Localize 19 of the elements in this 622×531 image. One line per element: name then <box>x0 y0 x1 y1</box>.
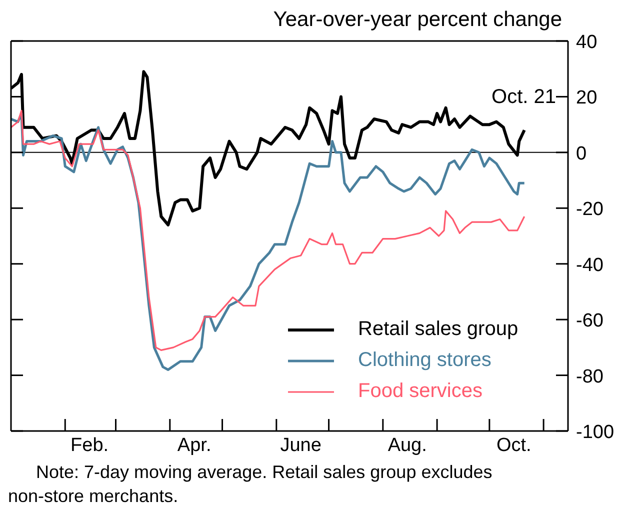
x-tick-label: Aug. <box>388 435 427 456</box>
y-tick-label: -40 <box>576 254 604 276</box>
x-tick-label: Oct. <box>496 435 532 456</box>
annotation: Oct. 21 <box>492 86 556 109</box>
x-tick-label: Apr. <box>177 435 212 456</box>
legend-label: Retail sales group <box>358 318 518 341</box>
y-tick-label: -20 <box>576 199 604 220</box>
x-tick-label: Feb. <box>70 435 109 456</box>
legend-label: Clothing stores <box>358 349 492 372</box>
y-tick-label: 0 <box>576 143 587 164</box>
legend-label: Food services <box>358 380 482 403</box>
y-tick-label: 40 <box>576 32 598 53</box>
y-tick-label: 20 <box>576 88 598 109</box>
y-tick-label: -80 <box>576 366 604 388</box>
y-tick-label: -100 <box>576 422 614 443</box>
y-tick-label: -60 <box>576 310 604 332</box>
text: Note: 7-day moving average. Retail sales group excludes non-store merchants. <box>8 461 494 508</box>
y-axis-title: Year-over-year percent change <box>273 8 562 32</box>
x-tick-label: June <box>280 435 322 456</box>
